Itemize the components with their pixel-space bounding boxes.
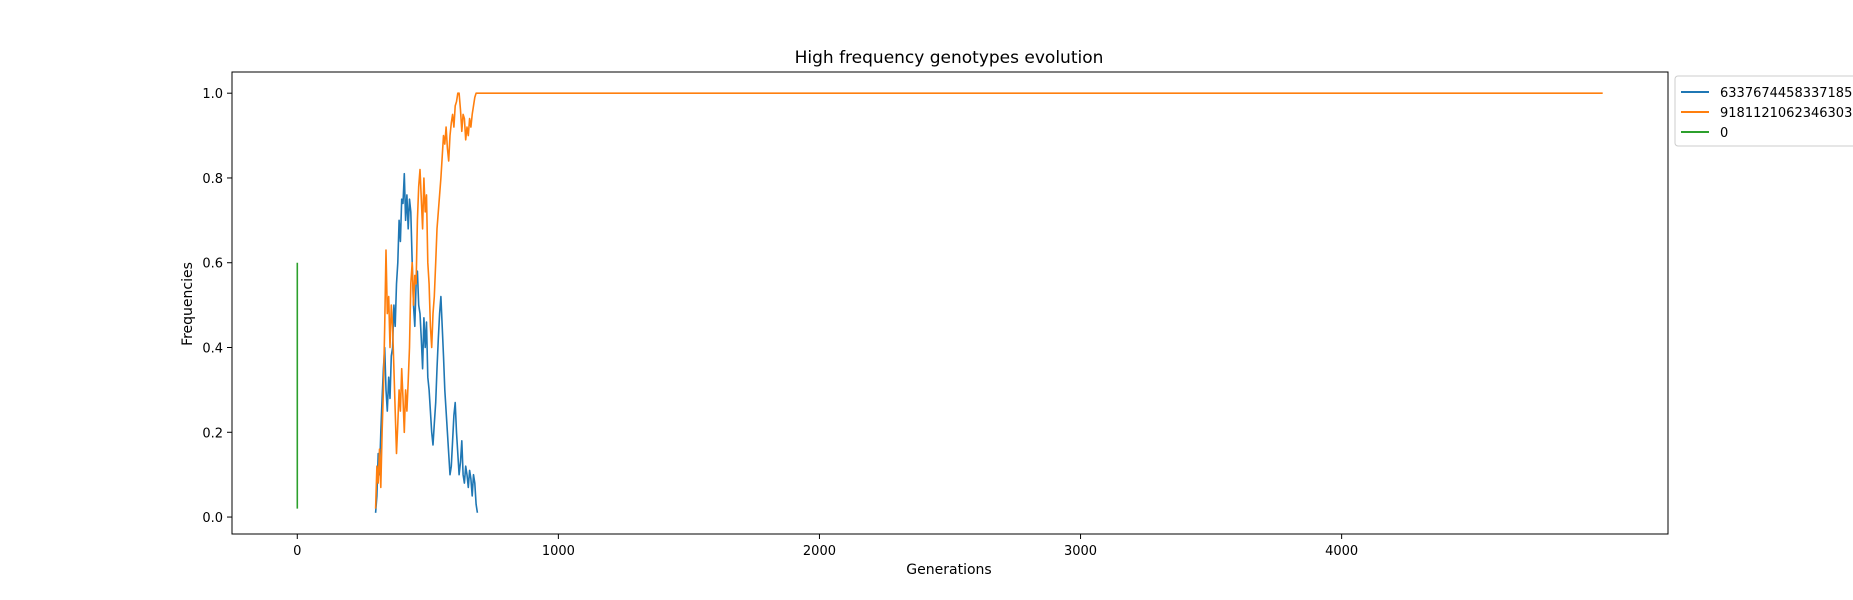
- x-tick-label-2: 2000: [803, 544, 836, 559]
- x-tick-label-0: 0: [293, 544, 301, 559]
- y-tick-label-5: 1.0: [202, 87, 223, 102]
- x-axis: 0 1000 2000 3000 4000: [293, 534, 1358, 559]
- y-tick-label-0: 0.0: [202, 511, 223, 526]
- x-tick-label-4: 4000: [1325, 544, 1358, 559]
- plot-lines: [296, 92, 1603, 513]
- y-axis: 0.0 0.2 0.4 0.6 0.8 1.0: [202, 87, 232, 526]
- plot-frame: [231, 71, 1669, 535]
- x-axis-label: Generations: [906, 562, 991, 578]
- y-tick-label-1: 0.2: [202, 426, 223, 441]
- y-tick-label-2: 0.4: [202, 342, 223, 357]
- legend-box: [1674, 75, 1853, 147]
- legend-label-1: 9181121062346303: [1720, 106, 1852, 121]
- y-tick-label-4: 0.8: [202, 172, 223, 187]
- x-tick-label-3: 3000: [1064, 544, 1097, 559]
- legend-label-2: 0: [1720, 126, 1728, 141]
- chart-title: High frequency genotypes evolution: [795, 48, 1104, 68]
- legend-label-0: 6337674458337185: [1720, 86, 1852, 101]
- y-tick-label-3: 0.6: [202, 257, 223, 272]
- y-axis-label: Frequencies: [180, 262, 196, 346]
- x-tick-label-1: 1000: [542, 544, 575, 559]
- series-line-1: [374, 92, 1603, 509]
- legend: 6337674458337185 9181121062346303 0: [1674, 75, 1853, 147]
